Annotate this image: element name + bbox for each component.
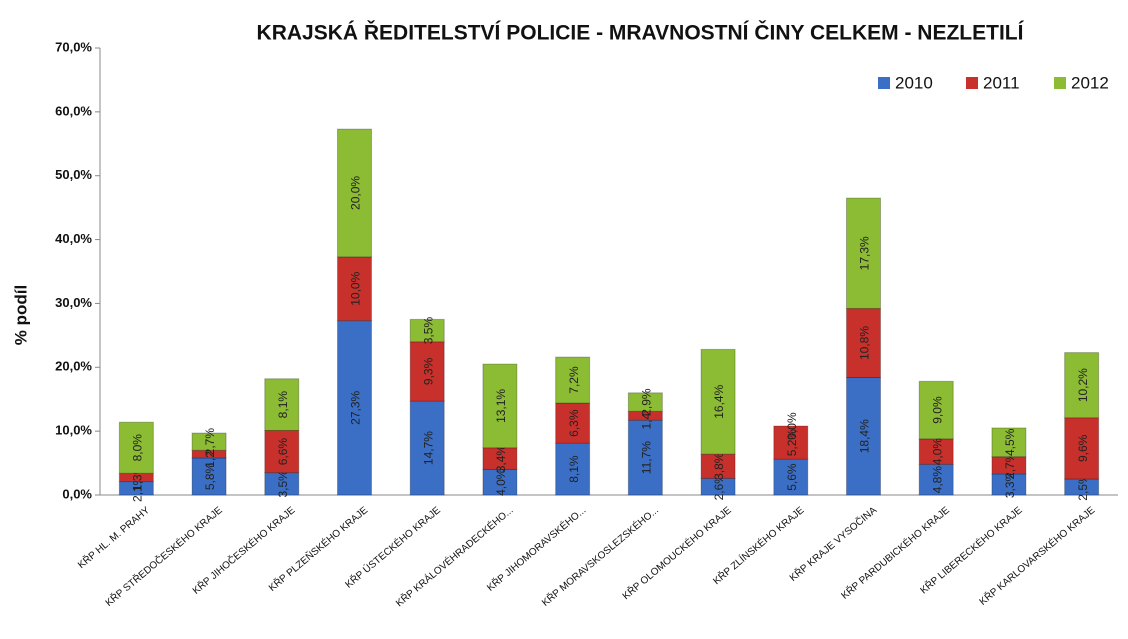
legend-swatch — [878, 77, 890, 89]
legend-swatch — [1054, 77, 1066, 89]
bar-segment — [482, 468, 518, 496]
y-tick-label: 50,0% — [55, 167, 92, 182]
data-label: 4,0% — [930, 438, 944, 466]
bar-segment — [337, 320, 372, 496]
data-label: 3,3% — [1003, 470, 1017, 498]
data-label: 8,1% — [276, 391, 290, 419]
data-label: 3,4% — [494, 445, 508, 473]
data-label: 10,8% — [858, 326, 872, 360]
data-label: 8,0% — [131, 434, 145, 462]
data-label: 2,7% — [203, 428, 217, 456]
data-label: 9,6% — [1076, 434, 1090, 462]
legend-label: 2010 — [895, 73, 933, 92]
bar-segment — [991, 473, 1027, 496]
data-label: 3,5% — [276, 470, 290, 498]
x-tick-label: KŘP OLOMOUCKÉHO KRAJE — [619, 503, 733, 602]
bar-segment — [773, 458, 809, 496]
data-label: 9,0% — [930, 396, 944, 424]
data-label: 18,4% — [858, 419, 872, 453]
bar-segment — [264, 430, 300, 474]
data-label: 20,0% — [349, 176, 363, 210]
y-tick-label: 30,0% — [55, 295, 92, 310]
bar-segment — [118, 421, 154, 474]
bar-segment — [846, 377, 881, 496]
data-label: 13,1% — [494, 389, 508, 423]
chart-title: KRAJSKÁ ŘEDITELSTVÍ POLICIE - MRAVNOSTNÍ… — [257, 21, 1025, 45]
bar-segment — [1064, 352, 1100, 419]
y-tick-label: 60,0% — [55, 103, 92, 118]
x-tick-label: KŘP KARLOVARSKÉHO KRAJE — [976, 503, 1097, 608]
data-label: 6,6% — [276, 438, 290, 466]
bar-segment — [191, 457, 227, 496]
bar-segment — [555, 356, 591, 404]
y-tick-label: 70,0% — [55, 39, 92, 54]
data-label: 2,9% — [640, 388, 654, 416]
bar-segment — [846, 197, 881, 310]
data-label: 27,3% — [349, 390, 363, 424]
data-label: 5,8% — [203, 462, 217, 490]
y-axis-label: % podíl — [11, 285, 30, 345]
data-label: 4,8% — [930, 466, 944, 494]
bar-segment — [918, 463, 954, 496]
y-tick-label: 40,0% — [55, 231, 92, 246]
bar-segment — [409, 400, 445, 496]
data-label: 0,0% — [785, 412, 799, 440]
legend-label: 2011 — [983, 73, 1020, 92]
y-tick-label: 0,0% — [62, 486, 92, 501]
data-label: 11,7% — [640, 441, 654, 474]
bar-segment — [918, 380, 954, 440]
bar-segment — [627, 419, 663, 496]
bar-segment — [409, 318, 445, 343]
bar-segment — [846, 308, 881, 379]
data-label: 17,3% — [858, 236, 872, 270]
legend-swatch — [966, 77, 978, 89]
data-label: 10,0% — [349, 271, 363, 305]
data-label: 2,5% — [1076, 473, 1090, 501]
data-label: 2,7% — [1003, 451, 1017, 479]
x-tick-label: KŘP STŘEDOČESKÉHO KRAJE — [102, 503, 225, 609]
data-label: 5,2% — [785, 429, 799, 457]
bar-segment — [773, 425, 809, 460]
bar-segment — [337, 128, 372, 258]
data-label: 2,6% — [712, 473, 726, 501]
data-label: 16,4% — [712, 384, 726, 418]
bar-segment — [700, 453, 736, 479]
data-label: 4,5% — [1003, 428, 1017, 456]
data-label: 4,0% — [494, 468, 508, 496]
bar-segment — [991, 427, 1027, 458]
bar-segment — [700, 348, 736, 455]
data-label: 14,7% — [421, 431, 435, 465]
bar-segment — [409, 341, 445, 402]
x-tick-label: KŘP MORAVSKOSLEZSKÉHO... — [539, 503, 661, 608]
bar-segment — [627, 392, 663, 412]
bar-segment — [191, 432, 227, 451]
data-label: 7,2% — [567, 366, 581, 394]
data-label: 5,6% — [785, 463, 799, 491]
bar-segment — [555, 442, 591, 496]
bar-segment — [482, 363, 518, 449]
data-label: 3,5% — [421, 317, 435, 345]
y-tick-label: 20,0% — [55, 359, 92, 374]
bar-segment — [264, 378, 300, 432]
y-tick-label: 10,0% — [55, 423, 92, 438]
bar-segment — [1064, 417, 1100, 480]
legend-label: 2012 — [1071, 73, 1109, 92]
x-tick-label: KŘP KRÁLOVÉHRADECKÉHO... — [393, 503, 516, 609]
data-label: 10,2% — [1076, 368, 1090, 402]
data-label: 6,3% — [567, 409, 581, 437]
data-label: 3,8% — [712, 452, 726, 480]
x-tick-label: KŘP HL. M. PRAHY — [75, 503, 152, 571]
data-label: 9,3% — [421, 357, 435, 385]
data-label: 8,1% — [567, 455, 581, 483]
